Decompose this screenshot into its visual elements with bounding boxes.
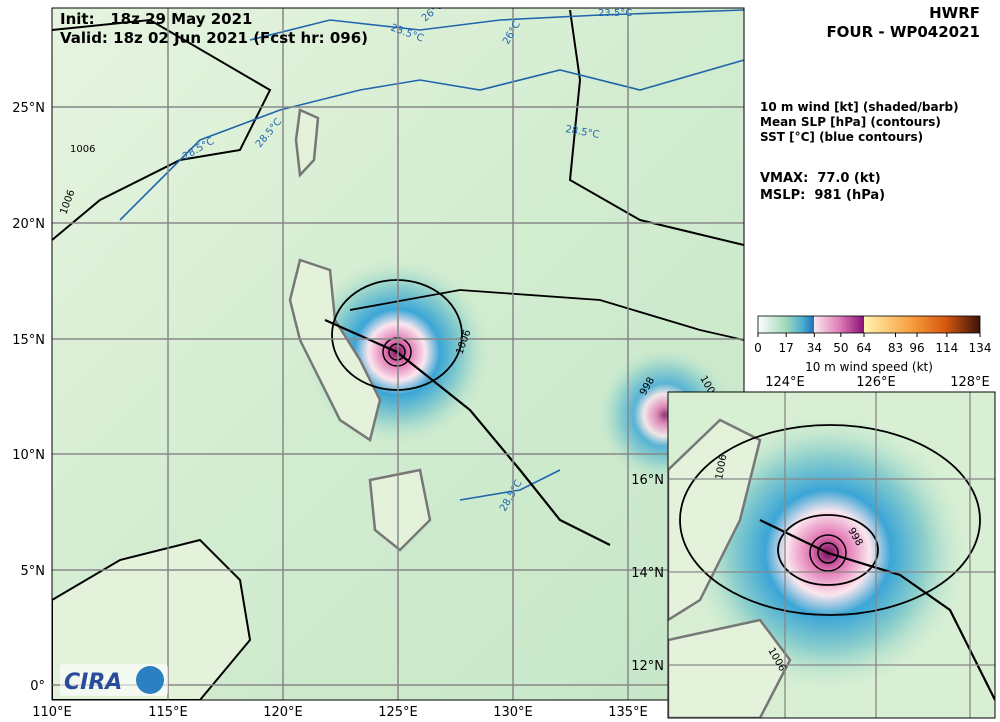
model-name: HWRF — [929, 4, 980, 22]
lat-label: 15°N — [12, 333, 45, 348]
lon-label: 120°E — [263, 705, 303, 720]
inset-lat-label: 16°N — [631, 473, 664, 488]
colorbar-tick-label: 83 — [888, 341, 903, 355]
main-frame — [51, 7, 745, 701]
main-map: 10061006100623.5°C26°C26°C23.5°C28.5°C28… — [52, 8, 744, 700]
lat-label: 25°N — [12, 101, 45, 116]
inset-lon-label: 126°E — [856, 375, 896, 390]
colorbar — [757, 315, 981, 334]
inset-lon-label: 124°E — [765, 375, 805, 390]
valid-text: Valid: 18z 02 Jun 2021 (Fcst hr: 096) — [60, 29, 368, 47]
inset-lat-label: 12°N — [631, 659, 664, 674]
lon-label: 135°E — [608, 705, 648, 720]
lon-label: 115°E — [148, 705, 188, 720]
lon-label: 130°E — [493, 705, 533, 720]
vmax: VMAX: 77.0 (kt) — [760, 171, 881, 186]
lat-label: 0° — [30, 679, 45, 694]
colorbar-label: 10 m wind speed (kt) — [805, 360, 933, 374]
colorbar-tick-label: 64 — [856, 341, 871, 355]
init-text: Init: 18z 29 May 2021 — [60, 10, 253, 28]
contour-label: 23.5°C — [598, 8, 632, 19]
contour-label: 1006 — [70, 144, 95, 155]
colorbar-tick-label: 17 — [779, 341, 794, 355]
logo-text: CIRA — [64, 670, 122, 695]
colorbar-tick-label: 134 — [969, 341, 992, 355]
inset-lon-label: 128°E — [950, 375, 990, 390]
colorbar-tick-label: 96 — [909, 341, 924, 355]
mslp: MSLP: 981 (hPa) — [760, 188, 885, 203]
colorbar-tick-label: 50 — [833, 341, 848, 355]
colorbar-tick-label: 34 — [807, 341, 822, 355]
storm-name: FOUR - WP042021 — [826, 23, 980, 41]
legend-line: SST [°C] (blue contours) — [760, 130, 923, 144]
colorbar-tick-label: 114 — [935, 341, 958, 355]
inset-contour-label: 1006 — [714, 454, 729, 481]
lon-label: 110°E — [32, 705, 72, 720]
logo: CIRA — [60, 664, 168, 696]
inset-frame — [667, 391, 996, 719]
lat-label: 10°N — [12, 448, 45, 463]
colorbar-tick-label: 0 — [754, 341, 762, 355]
legend-line: Mean SLP [hPa] (contours) — [760, 115, 941, 129]
inset-lat-label: 14°N — [631, 566, 664, 581]
legend-line: 10 m wind [kt] (shaded/barb) — [760, 100, 959, 114]
lat-label: 5°N — [21, 564, 46, 579]
lat-label: 20°N — [12, 217, 45, 232]
lon-label: 125°E — [378, 705, 418, 720]
